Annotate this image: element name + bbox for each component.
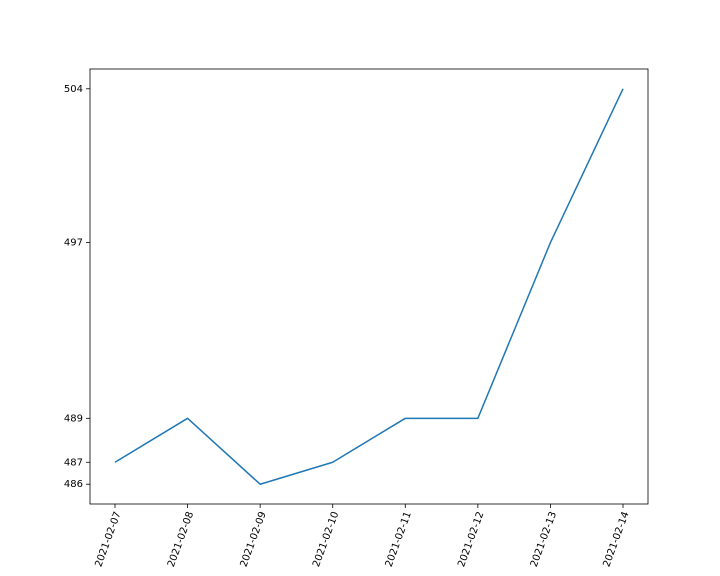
y-tick-label: 486: [64, 479, 83, 490]
plot-area: [114, 88, 624, 485]
y-tick-label: 504: [64, 84, 83, 95]
series-line-0: [114, 88, 624, 485]
y-tick-label: 497: [64, 238, 83, 249]
y-tick-label: 487: [64, 457, 83, 468]
axes-frame: [89, 68, 649, 505]
y-axis: 486 487 489 497 504: [64, 84, 90, 490]
y-tick-label: 489: [64, 413, 83, 424]
